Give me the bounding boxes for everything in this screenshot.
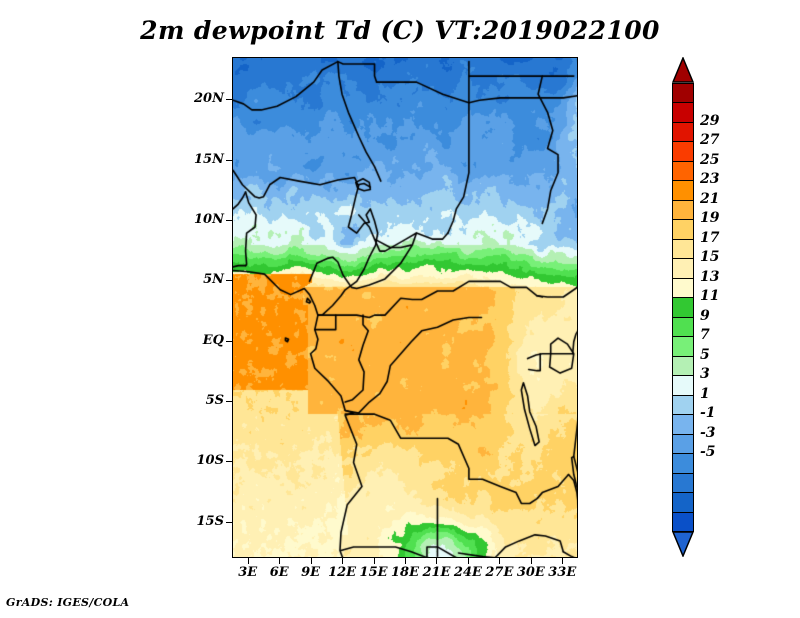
colorbar-band [672, 277, 694, 299]
lat-tick-label: 15S [196, 513, 224, 529]
colorbar [671, 56, 695, 558]
colorbar-band [672, 316, 694, 338]
colorbar-tick-label: 23 [700, 171, 720, 188]
colorbar-tick-label: 19 [700, 210, 720, 227]
lon-tick-mark [530, 558, 532, 564]
colorbar-tick-label: -5 [700, 444, 716, 461]
colorbar-band [672, 355, 694, 377]
colorbar-band [672, 336, 694, 357]
lon-tick-label: 27E [485, 565, 514, 580]
lon-tick-label: 3E [238, 565, 258, 580]
lon-tick-label: 15E [359, 565, 388, 580]
lon-tick-label: 12E [328, 565, 357, 580]
colorbar-tick-label: 11 [700, 288, 720, 305]
colorbar-band [672, 180, 694, 201]
colorbar-tick-label: 3 [700, 366, 710, 383]
colorbar-tick-label: 27 [700, 132, 720, 149]
colorbar-tick-label: 17 [700, 229, 720, 246]
colorbar-tick-label: -3 [700, 424, 716, 441]
colorbar-under-arrow [671, 531, 695, 558]
chart-title: 2m dewpoint Td (C) VT:2019022100 [140, 16, 660, 45]
lat-tick-label: 20N [194, 91, 224, 107]
lon-tick-label: 33E [548, 565, 577, 580]
lon-tick-label: 9E [301, 565, 321, 580]
colorbar-band [672, 238, 694, 260]
lon-tick-label: 30E [516, 565, 545, 580]
lat-tick-label: 5S [205, 393, 224, 409]
map-plot-area [232, 57, 578, 558]
colorbar-band [672, 394, 694, 416]
colorbar-band [672, 472, 694, 494]
lat-tick-label: 5N [203, 272, 224, 288]
lon-tick-label: 18E [391, 565, 419, 580]
dewpoint-heatmap-canvas [233, 58, 577, 557]
lat-tick-mark [226, 401, 232, 403]
lat-tick-mark [226, 521, 232, 523]
colorbar-tick-label: 29 [700, 112, 720, 129]
colorbar-band [672, 102, 694, 123]
lon-tick-mark [436, 558, 438, 564]
lat-tick-label: 10N [194, 211, 224, 227]
colorbar-band [672, 492, 694, 513]
colorbar-band [672, 141, 694, 162]
lon-tick-label: 21E [422, 565, 451, 580]
colorbar-band [672, 258, 694, 279]
lon-tick-mark [562, 558, 564, 564]
lon-tick-mark [499, 558, 501, 564]
lat-tick-mark [226, 340, 232, 342]
lat-tick-mark [226, 99, 232, 101]
colorbar-tick-label: 13 [700, 268, 720, 285]
colorbar-band [672, 219, 694, 240]
lat-tick-mark [226, 280, 232, 282]
colorbar-band [672, 511, 694, 532]
colorbar-over-arrow [671, 56, 695, 83]
colorbar-tick-label: 9 [700, 307, 710, 324]
lat-tick-label: 10S [196, 453, 224, 469]
lat-tick-mark [226, 219, 232, 221]
lat-tick-label: 15N [194, 151, 224, 167]
colorbar-tick-label: 21 [700, 190, 720, 207]
colorbar-tick-label: 25 [700, 151, 720, 168]
colorbar-band [672, 297, 694, 318]
lon-tick-mark [405, 558, 406, 564]
lat-tick-mark [226, 461, 232, 463]
lat-tick-label: EQ [202, 332, 224, 348]
colorbar-band [672, 121, 694, 143]
colorbar-band [672, 160, 694, 182]
lon-tick-label: 24E [453, 565, 482, 580]
colorbar-tick-label: 15 [700, 249, 720, 266]
grads-attribution: GrADS: IGES/COLA [6, 596, 130, 609]
colorbar-band [672, 83, 694, 104]
colorbar-tick-label: 5 [700, 346, 710, 363]
colorbar-band [672, 375, 694, 396]
colorbar-tick-label: -1 [700, 405, 716, 422]
lon-tick-mark [279, 558, 281, 564]
colorbar-band [672, 199, 694, 221]
colorbar-band [672, 453, 694, 474]
lat-tick-mark [226, 159, 232, 161]
colorbar-tick-label: 1 [700, 385, 710, 402]
lon-tick-label: 6E [269, 565, 289, 580]
colorbar-tick-label: 7 [700, 327, 710, 344]
lon-tick-mark [342, 558, 344, 564]
lon-tick-mark [373, 558, 375, 564]
lon-tick-mark [310, 558, 312, 564]
colorbar-band [672, 433, 694, 455]
colorbar-band [672, 414, 694, 435]
lon-tick-mark [467, 558, 469, 564]
lon-tick-mark [247, 558, 249, 564]
